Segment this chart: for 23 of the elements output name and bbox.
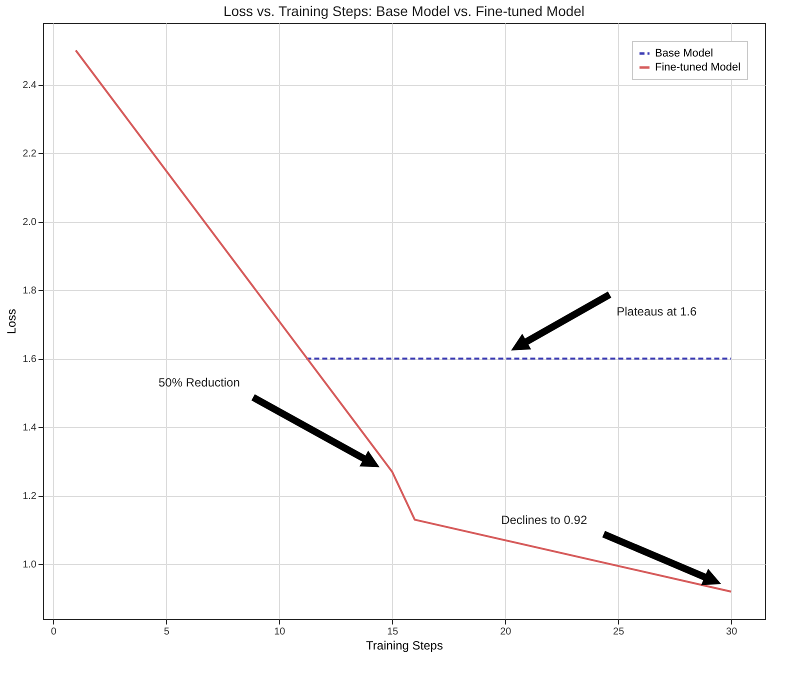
- y-tick-label: 1.4: [22, 422, 37, 434]
- y-tick-label: 1.0: [22, 560, 37, 571]
- x-tick-label: 30: [726, 626, 738, 638]
- annotation: Declines to 0.92: [501, 513, 588, 528]
- y-axis-title: Loss: [4, 308, 19, 334]
- y-tick-label: 2.0: [22, 217, 37, 228]
- x-axis-title: Training Steps: [366, 638, 443, 652]
- legend-label: Fine-tuned Model: [655, 62, 741, 74]
- x-tick-label: 5: [164, 626, 170, 638]
- y-tick-label: 1.8: [22, 286, 37, 297]
- y-tick-label: 2.2: [22, 148, 37, 160]
- x-tick-label: 25: [613, 626, 625, 638]
- y-tick-label: 1.6: [22, 354, 37, 366]
- x-tick-label: 15: [387, 626, 399, 638]
- annotation: 50% Reduction: [158, 375, 240, 390]
- y-tick-label: 2.4: [22, 80, 37, 92]
- y-tick-label: 1.2: [22, 491, 37, 502]
- x-tick-label: 0: [50, 626, 57, 638]
- chart-title: Loss vs. Training Steps: Base Model vs. Fine-tuned Model: [223, 3, 585, 19]
- annotation: Plateaus at 1.6: [616, 304, 697, 318]
- x-tick-label: 10: [274, 626, 286, 638]
- legend-label: Base Model: [655, 48, 714, 60]
- x-tick-label: 20: [500, 626, 512, 638]
